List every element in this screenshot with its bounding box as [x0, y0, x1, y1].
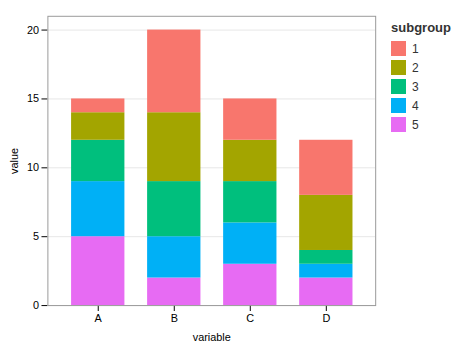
svg-text:C: C	[246, 312, 254, 324]
html-text:1: 1	[412, 41, 419, 56]
svg-text:20: 20	[27, 24, 39, 36]
html-text:2: 2	[412, 60, 419, 75]
svg-text:0: 0	[33, 299, 39, 311]
html-text:subgroup: subgroup	[391, 20, 451, 35]
svg-text:value: value	[8, 148, 20, 174]
html-text:4: 4	[412, 98, 419, 113]
svg-text:variable: variable	[193, 331, 231, 343]
svg-text:5: 5	[33, 230, 39, 242]
svg-text:A: A	[95, 312, 103, 324]
svg-text:D: D	[322, 312, 330, 324]
html-text:3: 3	[412, 79, 419, 94]
svg-text:B: B	[171, 312, 178, 324]
svg-text:15: 15	[27, 92, 39, 104]
html-text:5: 5	[412, 117, 419, 132]
svg-text:10: 10	[27, 161, 39, 173]
